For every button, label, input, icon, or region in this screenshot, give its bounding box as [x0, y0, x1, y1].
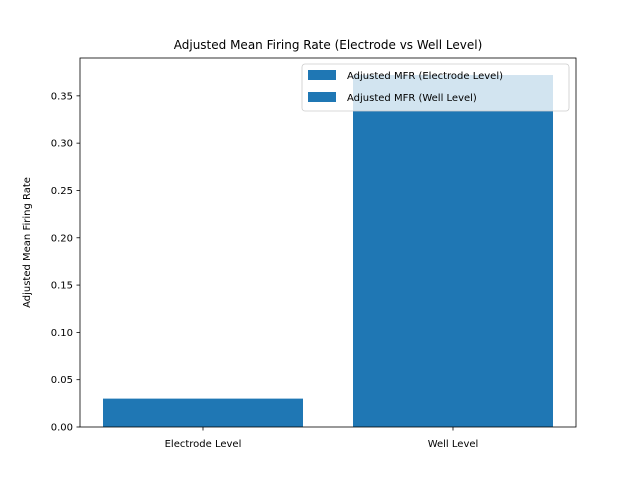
y-tick-label: 0.25	[51, 186, 73, 197]
y-tick-label: 0.10	[51, 328, 73, 339]
legend-box	[301, 63, 570, 112]
x-axis-ticks: Electrode Level Well Level	[165, 427, 479, 450]
legend-label-electrode: Adjusted MFR (Electrode Level)	[347, 71, 503, 82]
bars	[103, 75, 553, 428]
y-tick-label: 0.35	[51, 91, 73, 102]
y-axis-ticks: 0.00 0.05 0.10 0.15 0.20 0.25 0.30 0.35	[51, 91, 80, 434]
y-tick-label: 0.30	[51, 139, 73, 150]
chart-title: Adjusted Mean Firing Rate (Electrode vs …	[174, 38, 483, 52]
y-axis-label: Adjusted Mean Firing Rate	[22, 177, 33, 308]
legend: Adjusted MFR (Electrode Level) Adjusted …	[301, 63, 570, 112]
legend-swatch-electrode	[308, 70, 336, 80]
plot-frame	[79, 57, 577, 428]
bar-well-level	[353, 75, 553, 428]
y-tick-label: 0.15	[51, 281, 73, 292]
bar-electrode-level	[103, 398, 303, 427]
x-tick-label: Electrode Level	[165, 439, 242, 450]
y-tick-label: 0.20	[51, 233, 73, 244]
legend-swatch-well	[308, 92, 336, 102]
y-tick-label: 0.05	[51, 375, 73, 386]
x-tick-label: Well Level	[428, 439, 479, 450]
y-tick-label: 0.00	[51, 423, 73, 434]
legend-label-well: Adjusted MFR (Well Level)	[347, 93, 477, 104]
